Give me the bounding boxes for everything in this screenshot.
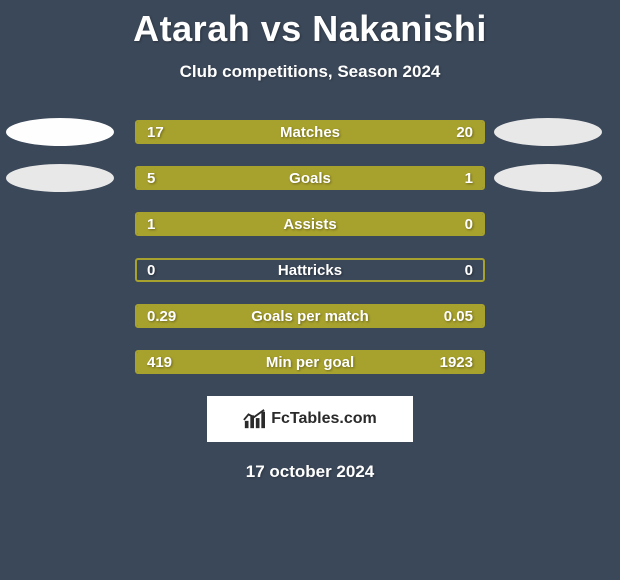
subtitle: Club competitions, Season 2024 — [0, 62, 620, 82]
stat-rows: 1720Matches 51Goals 10Assists 00Hattricks 0.… — [0, 120, 620, 374]
stat-bar: 00Hattricks — [135, 258, 485, 282]
bar-chart-icon — [243, 408, 265, 430]
stat-row: 1720Matches — [0, 120, 620, 144]
player-oval-left — [6, 118, 114, 146]
stat-bar: 0.290.05Goals per match — [135, 304, 485, 328]
player-oval-left — [6, 164, 114, 192]
stat-row: 4191923Min per goal — [0, 350, 620, 374]
page-title: Atarah vs Nakanishi — [0, 0, 620, 50]
player-oval-right — [494, 164, 602, 192]
stat-label: Goals — [137, 170, 483, 187]
player-oval-right — [494, 118, 602, 146]
stat-label: Min per goal — [137, 354, 483, 371]
stat-bar: 51Goals — [135, 166, 485, 190]
stat-row: 10Assists — [0, 212, 620, 236]
stat-row: 51Goals — [0, 166, 620, 190]
date-label: 17 october 2024 — [0, 462, 620, 482]
stat-label: Hattricks — [137, 262, 483, 279]
stat-bar: 10Assists — [135, 212, 485, 236]
brand-text: FcTables.com — [271, 410, 377, 428]
stat-label: Assists — [137, 216, 483, 233]
stat-bar: 4191923Min per goal — [135, 350, 485, 374]
stat-label: Goals per match — [137, 308, 483, 325]
stat-row: 00Hattricks — [0, 258, 620, 282]
stat-bar: 1720Matches — [135, 120, 485, 144]
stat-row: 0.290.05Goals per match — [0, 304, 620, 328]
brand-badge[interactable]: FcTables.com — [207, 396, 413, 442]
stat-label: Matches — [137, 124, 483, 141]
